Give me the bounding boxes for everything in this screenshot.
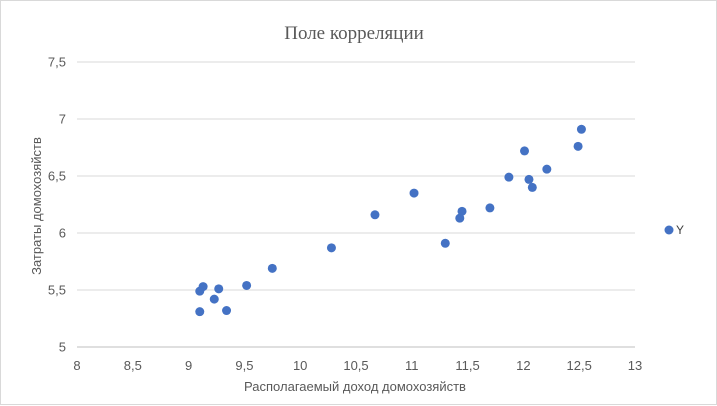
y-tick-label: 5 [59,340,66,355]
x-tick-label: 12 [516,358,530,373]
data-point [222,306,232,316]
data-point [326,243,336,253]
x-tick-label: 9 [185,358,192,373]
y-tick-label: 5,5 [48,283,66,298]
x-axis-title: Располагаемый доход домохозяйств [244,379,466,394]
data-point [527,182,537,192]
x-axis-tick-labels: 8 8,5 9 9,5 10 10,5 11 11,5 12 12,5 13 [73,358,642,373]
y-tick-label: 7,5 [48,55,66,70]
x-tick-label: 10,5 [343,358,368,373]
data-point [524,174,534,184]
data-point [214,284,224,294]
data-point [457,206,467,216]
data-points [195,124,586,317]
data-point [198,282,208,292]
x-tick-label: 12,5 [567,358,592,373]
x-tick-label: 11 [405,358,419,373]
data-point [370,210,380,220]
data-point [242,280,252,290]
data-point [409,188,419,198]
y-axis-title: Затраты домохозяйств [29,137,44,275]
y-tick-label: 6,5 [48,169,66,184]
gridlines [77,61,635,348]
data-point [520,146,530,156]
x-tick-label: 11,5 [455,358,479,373]
y-tick-label: 6 [59,226,66,241]
x-tick-label: 8 [73,358,80,373]
data-point [267,263,277,273]
data-point [209,294,219,304]
x-tick-label: 8,5 [124,358,142,373]
legend: Y [664,223,684,237]
x-tick-label: 9,5 [235,358,253,373]
chart-title: Поле корреляции [284,23,424,44]
data-point [542,164,552,174]
x-tick-label: 13 [628,358,642,373]
data-point [576,124,586,134]
y-tick-label: 7 [59,112,66,127]
x-tick-label: 10 [293,358,307,373]
y-axis-tick-labels: 5 5,5 6 6,5 7 7,5 [48,55,66,355]
data-point [485,203,495,213]
legend-label: Y [676,223,684,237]
data-point [440,238,450,248]
legend-marker [664,225,674,235]
data-point [455,213,465,223]
data-point [504,172,514,182]
data-point [573,141,583,151]
data-point [195,307,205,317]
